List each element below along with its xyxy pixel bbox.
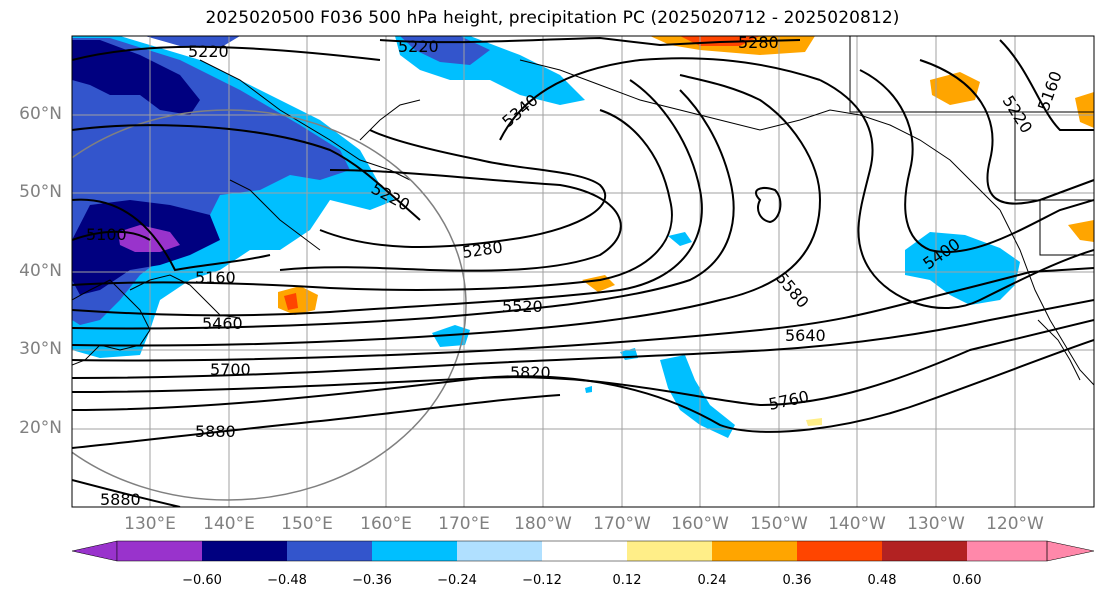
- colorbar-segment: [712, 541, 797, 561]
- contour-5520: [72, 89, 735, 330]
- colorbar-tick-label: 0.36: [782, 573, 812, 588]
- colorbar-segment: [967, 541, 1047, 561]
- neg-anomaly-patch-6: [258, 210, 290, 235]
- contour-5640: [72, 267, 1094, 362]
- neg-anomaly-patch-5: [585, 386, 592, 393]
- pos-anomaly-japan-strong: [284, 293, 298, 310]
- colorbar-segment: [457, 541, 542, 561]
- contour-label: 5460: [202, 314, 243, 333]
- colorbar: [71, 540, 1095, 562]
- neg-anomaly-north-dark: [400, 36, 490, 65]
- contour-label: 5640: [785, 326, 826, 345]
- colorbar-tick-label: 0.60: [952, 573, 982, 588]
- map-frame: [71, 35, 1095, 508]
- contour-label: 5160: [195, 268, 236, 287]
- colorbar-tick-label: −0.12: [522, 573, 562, 588]
- colorbar-segment: [882, 541, 967, 561]
- colorbar-tick-label: 0.12: [612, 573, 642, 588]
- contour-5340: [499, 57, 821, 141]
- contour-5100: [72, 230, 151, 241]
- neg-anomaly-northwest-top: [145, 36, 240, 48]
- contour-alaska: [999, 39, 1094, 131]
- contour-trough-east: [859, 69, 1094, 253]
- lon-label: 130°W: [907, 514, 965, 534]
- contour-5280-top: [379, 36, 801, 47]
- colorbar-segment: [542, 541, 627, 561]
- lon-label: 130°E: [124, 514, 176, 534]
- contour-5400: [72, 109, 673, 291]
- colorbar-tick-label: 0.24: [697, 573, 727, 588]
- contour-5460: [72, 79, 703, 317]
- neg-anomaly-west-dark: [72, 40, 200, 115]
- colorbar-tick-label: −0.48: [267, 573, 307, 588]
- pos-anomaly-pnw: [1075, 92, 1094, 128]
- height-contours: [72, 36, 1094, 507]
- colorbar-tick-label: −0.60: [182, 573, 222, 588]
- lat-label: 20°N: [19, 418, 62, 438]
- colorbar-segment: [117, 541, 202, 561]
- contour-5220-mid: [72, 124, 421, 221]
- colorbar-tick-label: −0.36: [352, 573, 392, 588]
- contour-5880: [72, 394, 561, 449]
- colorbar-segment: [287, 541, 372, 561]
- pos-anomaly-alaska: [930, 72, 980, 105]
- contour-5220-nw: [72, 45, 381, 61]
- colorbar-segment: [797, 541, 882, 561]
- contour-trough-west: [819, 79, 1094, 309]
- lon-label: 160°E: [360, 514, 412, 534]
- lon-label: 160°W: [671, 514, 729, 534]
- contour-5280-mid: [319, 129, 607, 248]
- contour-5880-s: [72, 479, 181, 507]
- lat-label: 30°N: [19, 339, 62, 359]
- lon-label: 180°W: [514, 514, 572, 534]
- contour-5340-loop: [279, 169, 622, 272]
- colorbar-extend-low: [71, 540, 118, 562]
- contour-label: 5280: [738, 33, 779, 52]
- lat-label: 50°N: [19, 182, 62, 202]
- range-ring: [72, 109, 467, 501]
- contour-5820: [72, 339, 1094, 433]
- pos-anomaly-cal: [1068, 220, 1094, 242]
- contour-label: 5820: [510, 363, 551, 382]
- neg-anomaly-patch-1: [432, 325, 470, 347]
- contour-label: 5520: [502, 297, 543, 316]
- pos-anomaly-dot: [806, 418, 822, 426]
- contour-label: 5220: [398, 37, 439, 56]
- contour-low-loop: [755, 187, 782, 224]
- contour-5700: [72, 299, 1094, 379]
- map-title: 2025020500 F036 500 hPa height, precipit…: [205, 8, 900, 28]
- contour-label: 5700: [210, 360, 251, 379]
- contour-5580: [72, 74, 822, 347]
- contour-label: 5880: [100, 490, 141, 509]
- contour-5160: [72, 198, 271, 272]
- colorbar-segment: [627, 541, 712, 561]
- lon-label: 150°E: [281, 514, 333, 534]
- lat-label: 60°N: [19, 104, 62, 124]
- colorbar-extend-high: [1046, 540, 1095, 562]
- coastlines: [72, 36, 1094, 386]
- neg-anomaly-patch-3: [668, 232, 692, 246]
- colorbar-frame: [116, 540, 1048, 562]
- lon-label: 140°E: [203, 514, 255, 534]
- lon-label: 120°W: [986, 514, 1044, 534]
- lon-label: 150°W: [750, 514, 808, 534]
- colorbar-segment: [202, 541, 287, 561]
- lon-label: 170°E: [438, 514, 490, 534]
- colorbar-tick-label: 0.48: [867, 573, 897, 588]
- contour-ridge: [919, 59, 1094, 205]
- contour-label: 5880: [195, 422, 236, 441]
- lat-label: 40°N: [19, 261, 62, 281]
- lon-label: 140°W: [828, 514, 886, 534]
- contour-label: 5100: [86, 225, 127, 244]
- colorbar-tick-label: −0.24: [437, 573, 477, 588]
- colorbar-segment: [372, 541, 457, 561]
- graticule: [72, 36, 1094, 507]
- contour-label: 5220: [188, 42, 229, 61]
- lon-label: 170°W: [593, 514, 651, 534]
